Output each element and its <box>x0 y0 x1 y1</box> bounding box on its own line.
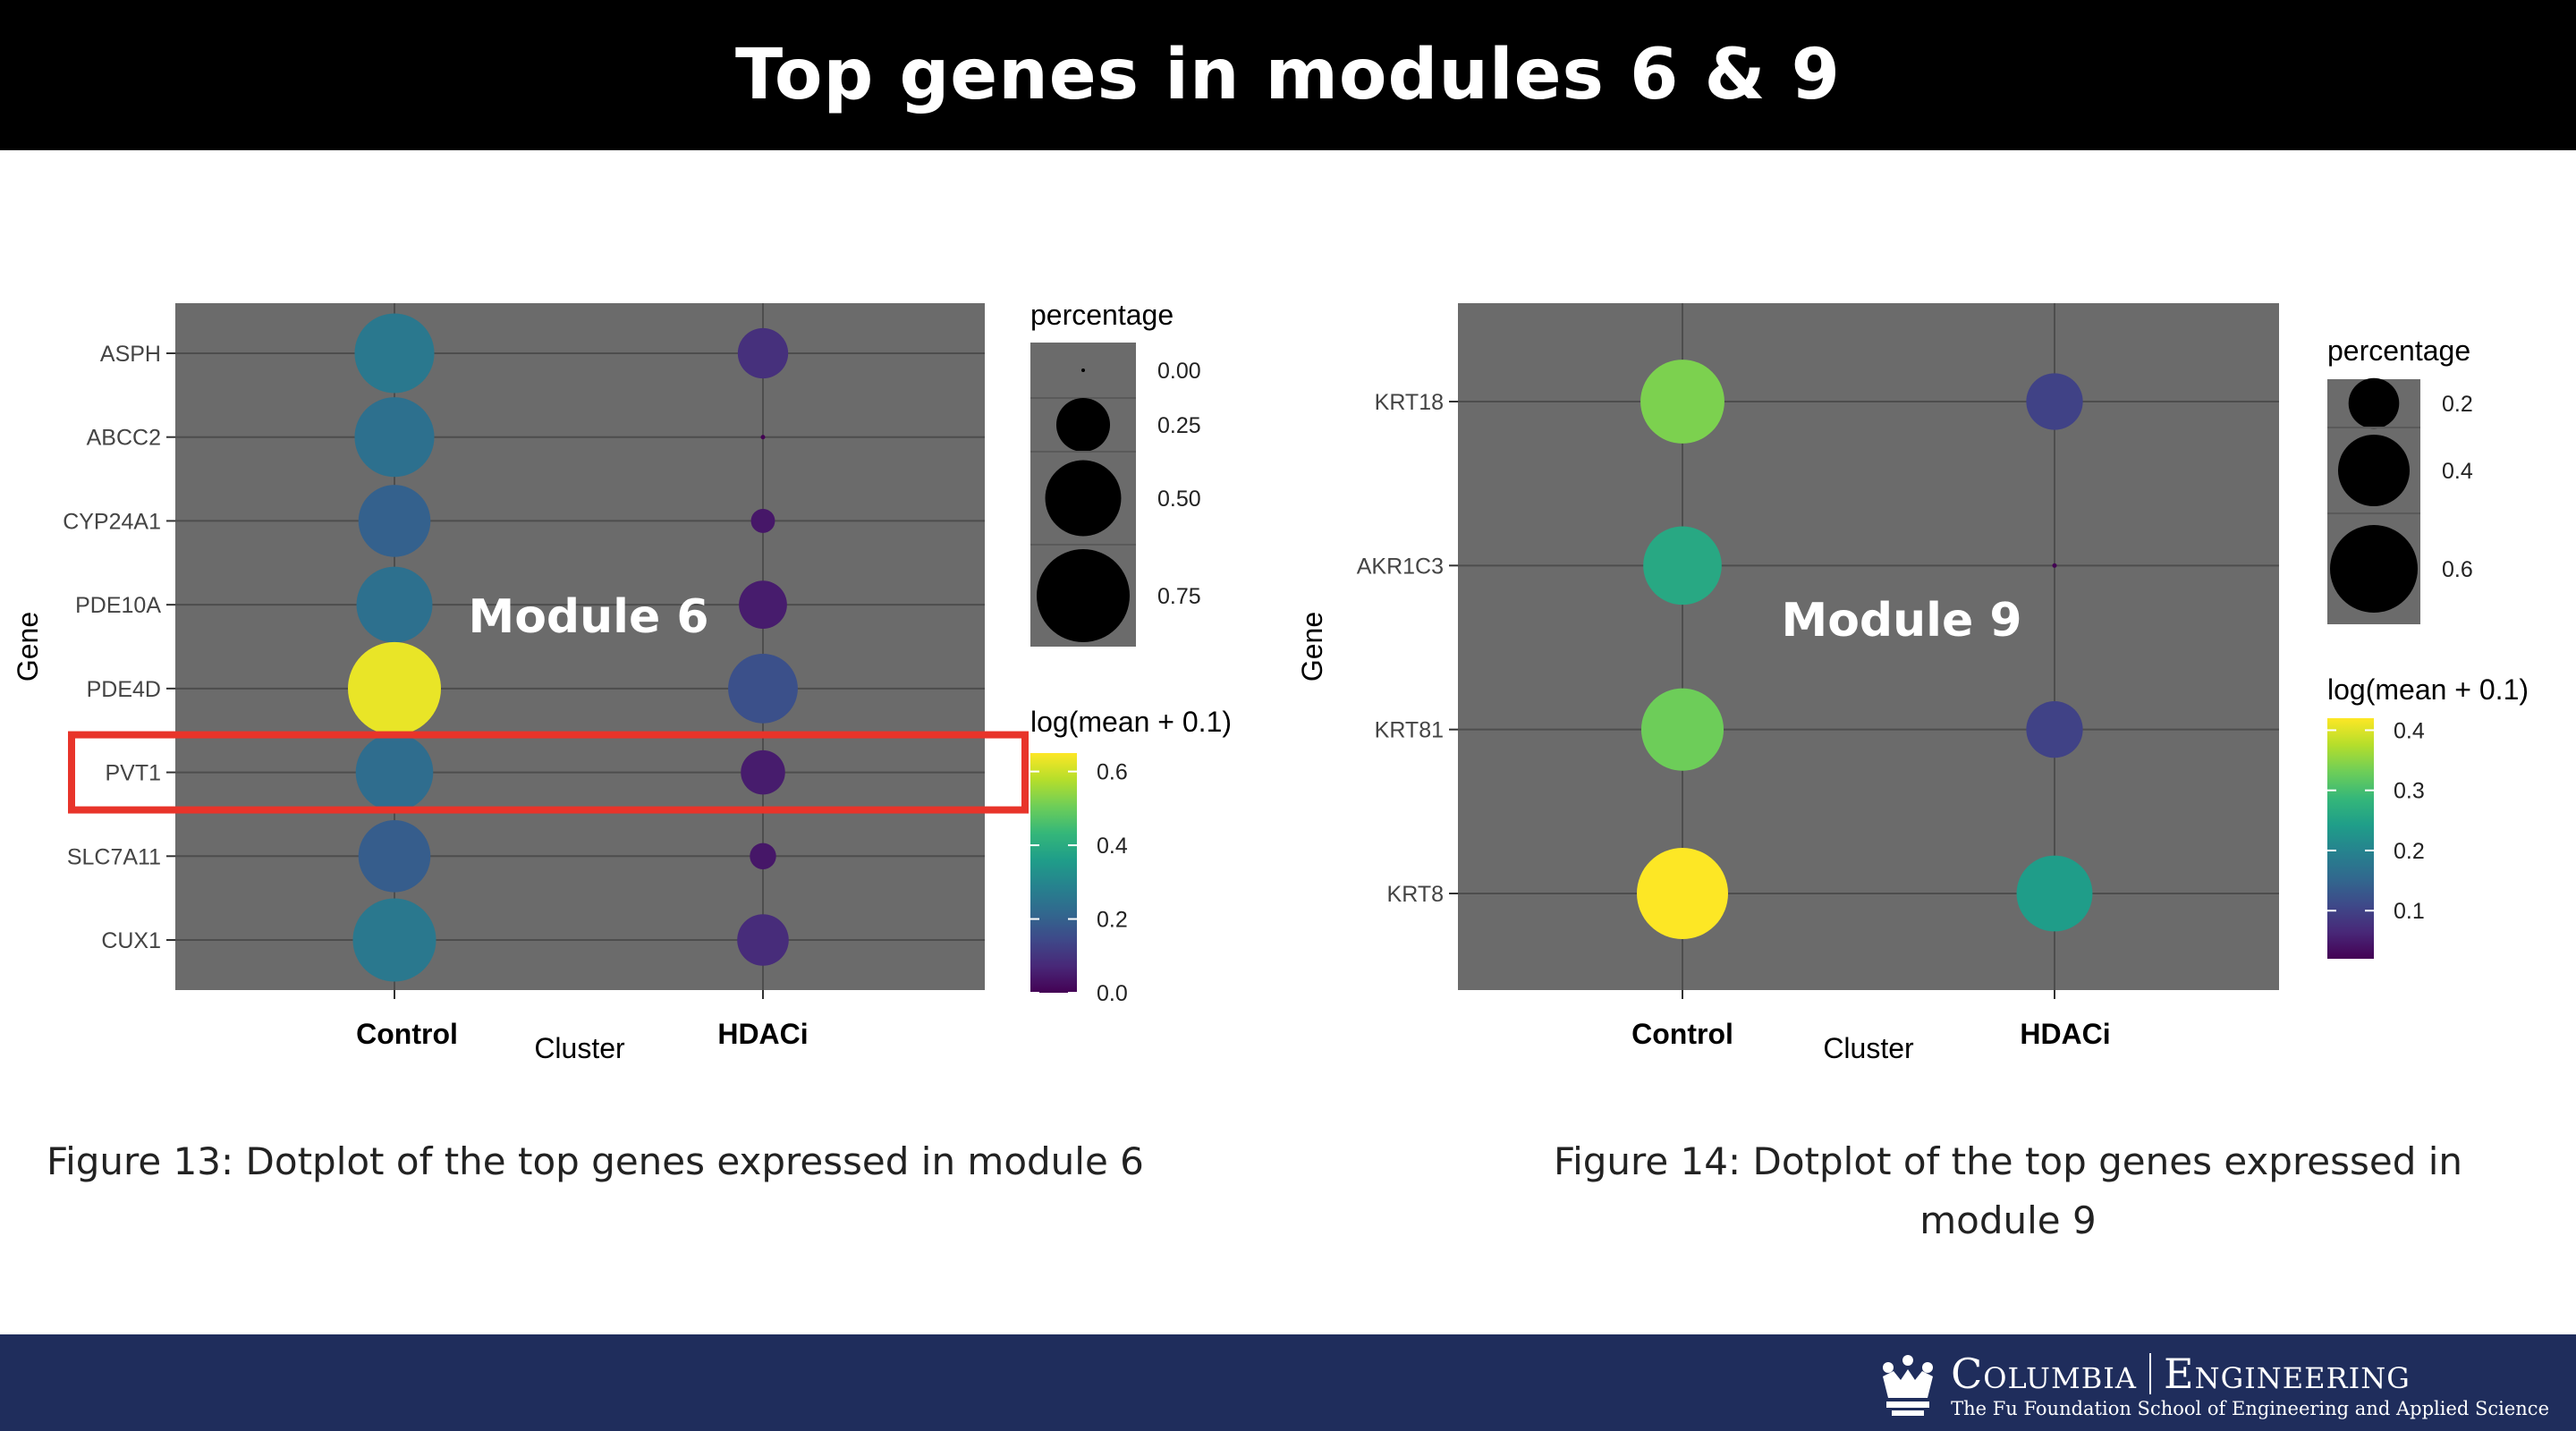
color-legend-label: 0.6 <box>1097 760 1128 785</box>
logo-engineering-text: Engineering <box>2164 1350 2411 1398</box>
data-point <box>356 566 433 643</box>
data-point <box>1637 848 1728 939</box>
data-point <box>1640 360 1724 444</box>
size-legend-dot <box>1055 397 1111 453</box>
data-point <box>352 898 436 982</box>
figure-13-caption-text: Figure 13: Dotplot of the top genes expr… <box>47 1139 1144 1183</box>
data-point <box>354 397 435 478</box>
data-point <box>2016 855 2093 932</box>
figure-14-caption-line-2: module 9 <box>1919 1198 2097 1242</box>
color-legend-title: log(mean + 0.1) <box>1030 706 1232 738</box>
color-legend-bar <box>1030 753 1077 993</box>
y-tick-label: KRT8 <box>1387 882 1444 907</box>
y-tick-label: PVT1 <box>105 761 161 786</box>
data-point <box>728 653 798 724</box>
y-axis-title: Gene <box>12 612 44 682</box>
data-point <box>1640 688 1724 771</box>
logo-columbia-text: Columbia <box>1951 1350 2138 1398</box>
footer-bar: Columbia Engineering The Fu Foundation S… <box>0 1334 2576 1431</box>
color-legend-title: log(mean + 0.1) <box>2327 673 2529 706</box>
x-tick-label: HDACi <box>717 1018 808 1050</box>
data-point <box>750 509 775 533</box>
columbia-engineering-logo: Columbia Engineering The Fu Foundation S… <box>1877 1351 2549 1420</box>
data-point <box>358 820 431 893</box>
y-tick-label: KRT18 <box>1375 390 1444 415</box>
data-point <box>737 327 789 379</box>
y-tick-label: PDE10A <box>75 593 161 618</box>
color-legend-label: 0.2 <box>1097 908 1128 933</box>
size-legend-label: 0.50 <box>1157 487 1201 512</box>
y-tick-label: AKR1C3 <box>1357 554 1444 579</box>
data-point <box>741 749 785 795</box>
y-tick-label: CYP24A1 <box>63 509 161 534</box>
y-tick-label: KRT81 <box>1375 718 1444 743</box>
color-legend-bar <box>2327 718 2374 959</box>
color-legend-label: 0.0 <box>1097 981 1128 1006</box>
size-legend-dot <box>2348 377 2400 429</box>
module-label: Module 9 <box>1781 594 2021 648</box>
data-point <box>737 914 789 966</box>
size-legend-dot <box>1045 460 1122 537</box>
data-point <box>354 313 435 394</box>
size-legend-dot <box>2337 434 2411 507</box>
data-point <box>2026 373 2083 430</box>
size-legend-dot <box>1037 549 1130 642</box>
logo-subtitle: The Fu Foundation School of Engineering … <box>1951 1398 2549 1419</box>
data-point <box>348 641 441 735</box>
highlight-box <box>68 731 1029 814</box>
data-point <box>750 843 776 869</box>
data-point <box>355 733 434 811</box>
size-legend-dot <box>1081 368 1085 372</box>
y-tick-label: ABCC2 <box>87 426 161 451</box>
data-point <box>739 580 787 629</box>
y-tick-label: ASPH <box>100 342 161 367</box>
data-point <box>2026 701 2083 758</box>
color-legend-label: 0.4 <box>1097 834 1128 859</box>
data-point <box>1643 526 1722 605</box>
y-tick-label: CUX1 <box>101 928 161 953</box>
x-tick-label: Control <box>1631 1018 1733 1050</box>
color-legend-label: 0.3 <box>2394 779 2425 804</box>
size-legend-label: 0.25 <box>1157 413 1201 438</box>
figure-13-caption: Figure 13: Dotplot of the top genes expr… <box>47 1132 1209 1191</box>
data-point <box>2052 563 2057 568</box>
logo-divider <box>2149 1353 2152 1394</box>
data-point <box>358 485 431 557</box>
color-legend-label: 0.4 <box>2394 718 2425 743</box>
y-axis-title: Gene <box>1296 612 1328 682</box>
x-axis-title: Cluster <box>1823 1032 1914 1064</box>
figure-14-caption-line-1: Figure 14: Dotplot of the top genes expr… <box>1553 1139 2463 1183</box>
y-tick-label: SLC7A11 <box>67 844 161 869</box>
plot-panel <box>175 303 985 990</box>
color-legend-label: 0.1 <box>2394 899 2425 924</box>
color-legend-label: 0.2 <box>2394 839 2425 864</box>
size-legend-dot <box>2330 525 2418 613</box>
x-axis-title: Cluster <box>534 1032 625 1064</box>
figure-14-caption: Figure 14: Dotplot of the top genes expr… <box>1521 1132 2496 1250</box>
size-legend-label: 0.4 <box>2442 459 2473 484</box>
size-legend-title: percentage <box>2327 334 2470 367</box>
crown-icon <box>1883 1355 1934 1416</box>
size-legend-label: 0.2 <box>2442 392 2473 417</box>
module-label: Module 6 <box>468 590 708 644</box>
data-point <box>760 435 766 440</box>
page-title: Top genes in modules 6 & 9 <box>735 35 1841 115</box>
x-tick-label: Control <box>356 1018 458 1050</box>
size-legend-label: 0.6 <box>2442 557 2473 582</box>
size-legend-label: 0.00 <box>1157 359 1201 384</box>
size-legend-title: percentage <box>1030 299 1174 331</box>
y-tick-label: PDE4D <box>87 677 161 702</box>
size-legend-label: 0.75 <box>1157 584 1201 609</box>
x-tick-label: HDACi <box>2020 1018 2110 1050</box>
plot-panel <box>1458 303 2279 990</box>
title-bar: Top genes in modules 6 & 9 <box>0 0 2576 150</box>
